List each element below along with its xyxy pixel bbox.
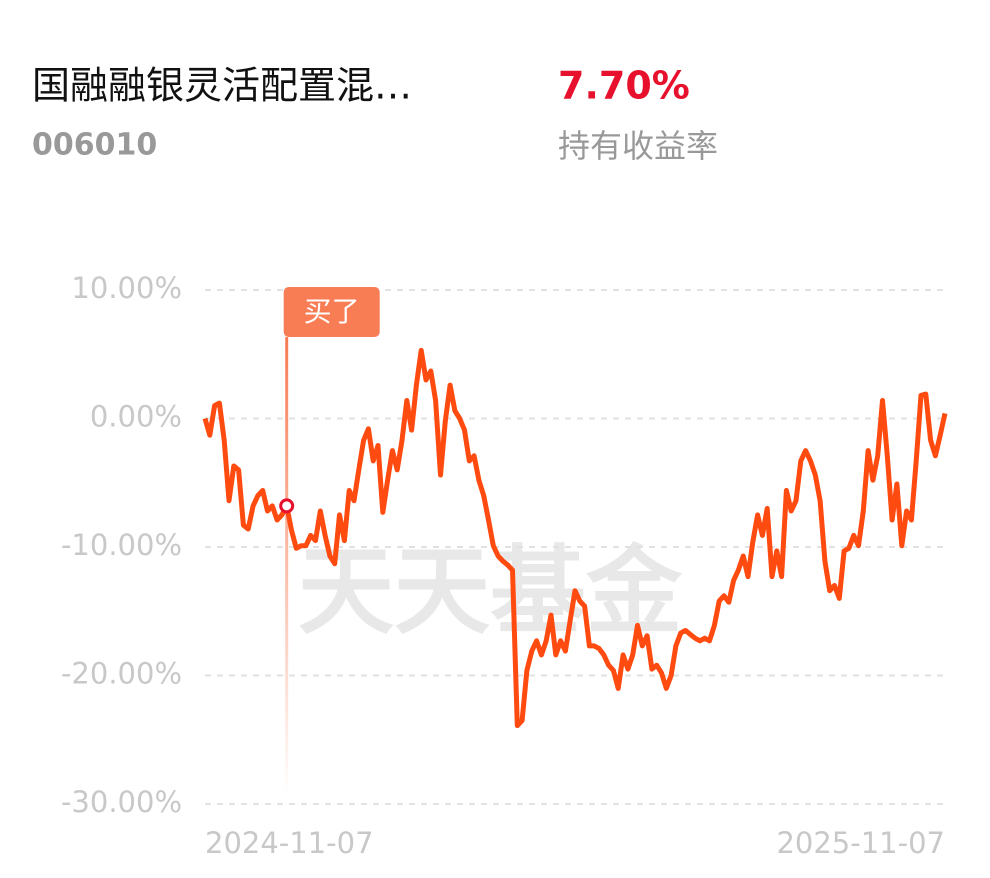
y-tick-label: 0.00% (90, 400, 182, 434)
holding-return: 7.70% (558, 64, 690, 108)
y-tick-label: -10.00% (61, 528, 182, 562)
watermark: 天天基金 (298, 535, 683, 647)
fund-code: 006010 (32, 128, 157, 163)
y-tick-label: -20.00% (61, 657, 182, 691)
fund-title: 国融融银灵活配置混… (32, 64, 412, 108)
x-tick-label: 2025-11-07 (776, 826, 945, 860)
return-line (202, 347, 948, 729)
y-tick-label: 10.00% (71, 271, 182, 305)
buy-marker-line (285, 337, 289, 797)
buy-point (279, 498, 295, 514)
y-tick-label: -30.00% (61, 785, 182, 819)
x-tick-label: 2024-11-07 (205, 826, 374, 860)
buy-tag-text: 买了 (304, 295, 360, 328)
buy-tag (283, 287, 380, 337)
return-label: 持有收益率 (558, 127, 718, 165)
